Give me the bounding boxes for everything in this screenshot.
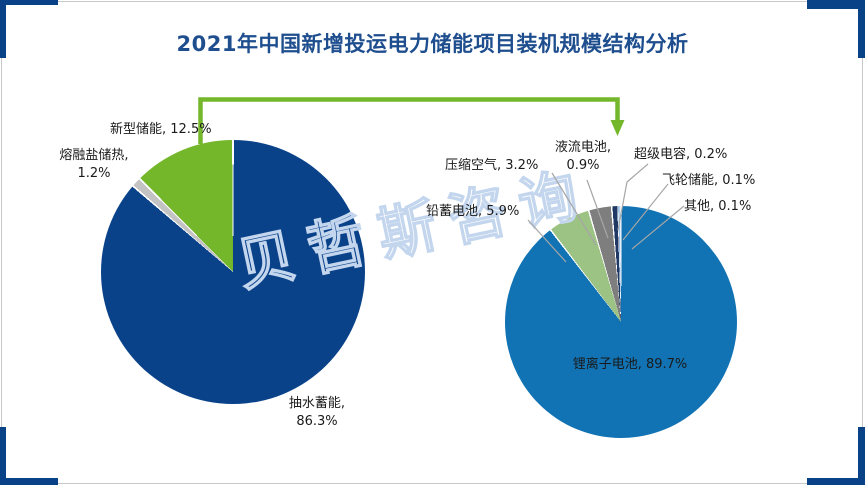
pie-new-type-storage-structure (505, 206, 737, 438)
label-pumped-hydro: 抽水蓄能, 86.3% (288, 396, 346, 430)
label-flow-battery: 液流电池, 0.9% (554, 140, 612, 174)
breakdown-arrow (198, 97, 625, 144)
label-new-type-storage: 新型储能, 12.5% (110, 122, 212, 137)
page-title: 2021年中国新增投运电力储能项目装机规模结构分析 (176, 32, 689, 56)
label-compressed-air: 压缩空气, 3.2% (445, 158, 539, 173)
label-lithium-ion-battery: 锂离子电池, 89.7% (572, 357, 688, 372)
label-other: 其他, 0.1% (684, 199, 752, 214)
corner-bracket-bottom-left (0, 427, 58, 485)
label-lead-acid-battery: 铅蓄电池, 5.9% (426, 204, 520, 219)
corner-bracket-top-right (807, 0, 865, 58)
arrow-head-icon (610, 120, 625, 136)
label-flywheel-storage: 飞轮储能, 0.1% (662, 173, 756, 188)
corner-bracket-bottom-right (807, 427, 865, 485)
corner-bracket-top-left (0, 0, 58, 58)
label-molten-salt: 熔融盐储热, 1.2% (59, 148, 129, 182)
label-supercapacitor: 超级电容, 0.2% (634, 147, 728, 162)
pie-total-storage-structure (101, 140, 365, 404)
